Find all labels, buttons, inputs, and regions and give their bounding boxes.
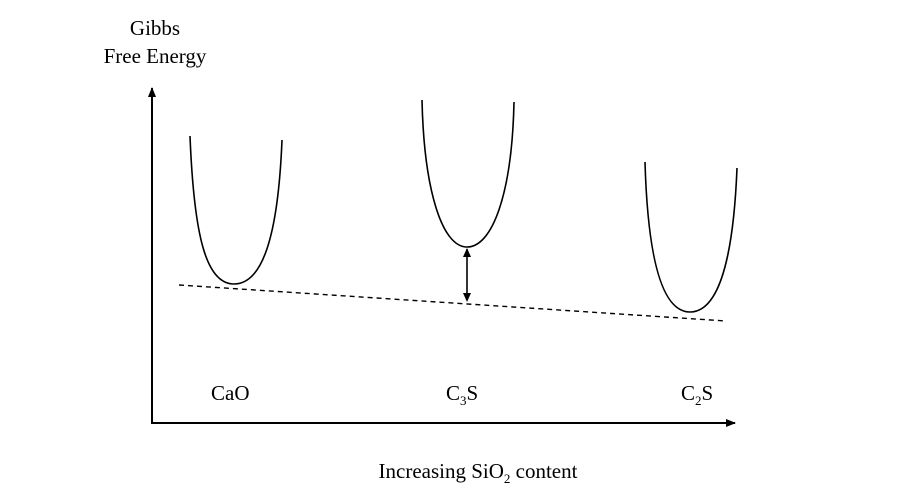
c3s-energy-curve [421, 99, 515, 248]
phase-label-c2s-subscript: 2 [695, 393, 702, 408]
arrow-head-down [463, 293, 471, 302]
x-axis-label-subscript: 2 [503, 471, 511, 486]
cao-energy-curve [189, 135, 283, 285]
y-axis-label-line1: Gibbs [129, 16, 181, 40]
x-axis-label-prefix: Increasing SiO [378, 459, 504, 483]
phase-label-c2s-main: C [681, 381, 696, 405]
arrow-head-up [463, 248, 471, 257]
phase-label-c3s-subscript: 3 [460, 393, 467, 408]
y-axis-label: Gibbs Free Energy [82, 14, 228, 70]
phase-label-c2s-tail: S [701, 381, 714, 405]
phase-label-c2s: C2S [681, 381, 714, 408]
c2s-energy-curve [644, 161, 738, 313]
phase-label-c3s-tail: S [466, 381, 479, 405]
y-axis-label-line2: Free Energy [103, 44, 207, 68]
phase-label-cao: CaO [211, 381, 250, 405]
phase-label-cao-main: CaO [211, 381, 250, 405]
common-tangent-line [178, 284, 727, 322]
phase-label-c3s-main: C [446, 381, 461, 405]
x-axis-label: Increasing SiO2 content [300, 458, 656, 486]
x-axis-label-suffix: content [510, 459, 578, 483]
phase-label-c3s: C3S [446, 381, 479, 408]
